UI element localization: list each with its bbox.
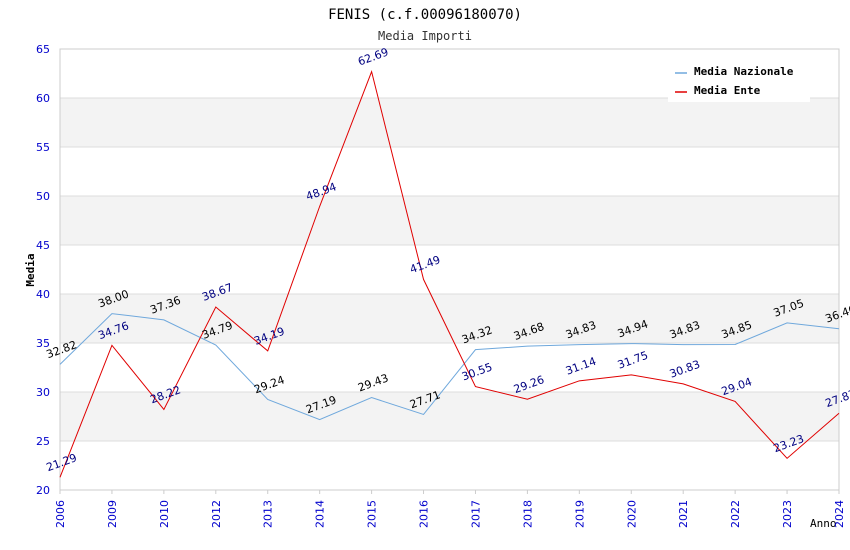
y-tick-40: 40 [36,288,50,301]
series-line-media-nazionale [59,313,840,421]
x-axis-label: Anno [810,517,837,530]
y-tick-50: 50 [36,190,50,203]
legend-label-media-nazionale: Media Nazionale [694,65,794,78]
y-tick-30: 30 [36,386,50,399]
y-tick-60: 60 [36,92,50,105]
x-tick-2013: 2013 [262,500,275,528]
x-tick-2009: 2009 [106,500,119,528]
legend: Media Nazionale Media Ente [668,58,810,102]
x-tick-2020: 2020 [625,500,638,528]
plot-area-frame [59,48,840,491]
legend-label-media-ente: Media Ente [694,84,761,97]
x-tick-2019: 2019 [573,500,586,528]
x-tick-2017: 2017 [469,500,482,528]
y-tick-20: 20 [36,484,50,497]
x-tick-2022: 2022 [729,500,742,528]
y-tick-35: 35 [36,337,50,350]
background-bands [60,98,839,441]
data-label-media-nazionale-2015: 29.43 [356,371,390,394]
x-tick-2014: 2014 [314,500,327,528]
x-tick-2018: 2018 [521,500,534,528]
y-tick-55: 55 [36,141,50,154]
x-tick-2023: 2023 [781,500,794,528]
band-45-50 [60,196,839,245]
series-line-media-ente [59,69,840,478]
data-label-media-ente-2017: 30.55 [460,360,494,383]
data-label-media-ente-2021: 30.83 [668,358,702,381]
series-lines [59,69,840,478]
x-tick-2021: 2021 [677,500,690,528]
y-axis-ticks: 20 25 30 35 40 45 50 55 60 65 [36,43,50,497]
legend-box [668,58,810,102]
chart-subtitle: Media Importi [378,29,472,43]
y-tick-65: 65 [36,43,50,56]
y-axis-label: Media [24,253,37,286]
band-55-60 [60,98,839,147]
band-25-30 [60,392,839,441]
data-label-media-ente-2019: 31.14 [564,355,598,378]
x-axis-ticks: 2006 2009 2010 2012 2013 2014 2015 2016 2017 2018… [54,490,846,528]
x-tick-2024: 2024 [833,500,846,528]
x-tick-2016: 2016 [418,500,431,528]
x-tick-2012: 2012 [210,500,223,528]
data-label-media-ente-2024: 27.83 [824,387,850,410]
data-label-media-ente-2020: 31.75 [616,349,650,372]
band-35-40 [60,294,839,343]
x-tick-2010: 2010 [158,500,171,528]
chart-title: FENIS (c.f.00096180070) [328,7,522,23]
x-tick-2015: 2015 [366,500,379,528]
y-tick-25: 25 [36,435,50,448]
x-tick-2006: 2006 [54,500,67,528]
data-label-media-ente-2006: 21.29 [45,451,79,474]
data-label-media-ente-2016: 41.49 [408,253,442,276]
y-tick-45: 45 [36,239,50,252]
